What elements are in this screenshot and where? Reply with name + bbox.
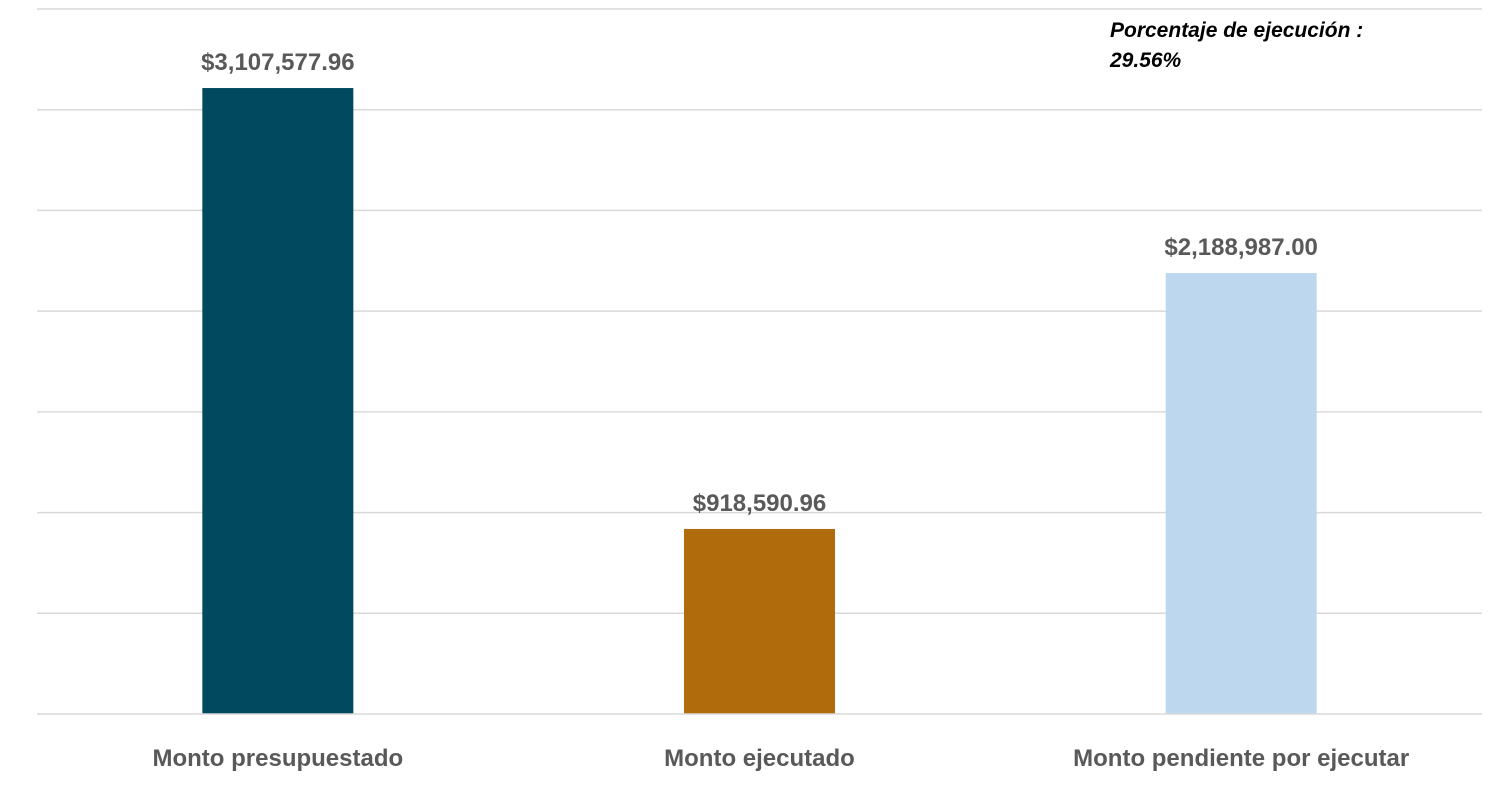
category-label-ejecutado: Monto ejecutado (664, 745, 855, 772)
bars (202, 88, 1317, 714)
category-labels: Monto presupuestado Monto ejecutado Monto … (152, 745, 1409, 772)
bar-ejecutado (684, 528, 835, 714)
data-label-pendiente: $2,188,987.00 (1164, 234, 1317, 261)
bar-presupuestado (202, 88, 354, 714)
bar-pendiente (1165, 273, 1317, 714)
data-label-ejecutado: $918,590.96 (693, 490, 826, 517)
data-labels: $3,107,577.96 $918,590.96 $2,188,987.00 (201, 49, 1318, 517)
execution-percentage-annotation: Porcentaje de ejecución : 29.56% (1110, 19, 1364, 72)
category-label-presupuestado: Monto presupuestado (152, 745, 403, 772)
category-label-pendiente: Monto pendiente por ejecutar (1073, 745, 1409, 772)
data-label-presupuestado: $3,107,577.96 (201, 49, 354, 76)
